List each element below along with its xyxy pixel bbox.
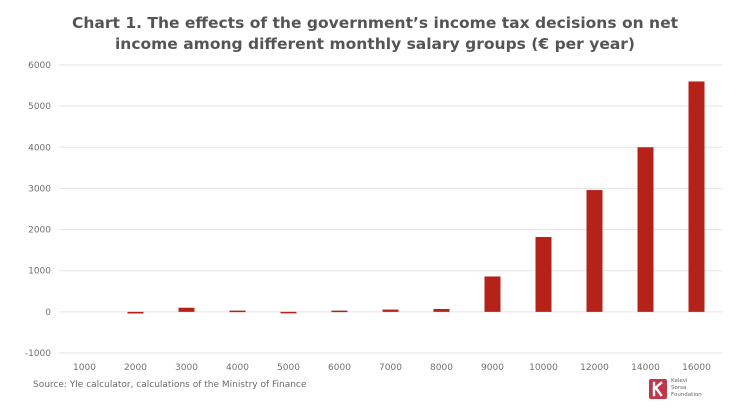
bar-9000 <box>484 276 501 312</box>
x-tick-label: 2000 <box>124 363 147 373</box>
x-tick-label: 10000 <box>529 363 558 373</box>
x-tick-label: 8000 <box>430 363 453 373</box>
x-tick-label: 6000 <box>328 363 351 373</box>
y-tick-label: 1000 <box>28 267 51 277</box>
bar-5000 <box>280 311 297 314</box>
x-tick-label: 1000 <box>73 363 96 373</box>
logo-text: Kalevi Sorsa Foundation <box>671 378 702 399</box>
x-tick-label: 16000 <box>682 363 711 373</box>
bar-8000 <box>433 308 450 312</box>
y-tick-label: 6000 <box>28 61 51 71</box>
x-tick-label: 9000 <box>481 363 504 373</box>
x-tick-label: 4000 <box>226 363 249 373</box>
logo-line: Sorsa <box>671 385 687 391</box>
y-tick-label: -1000 <box>25 349 51 359</box>
bar-16000 <box>688 81 705 312</box>
logo-line: Kalevi <box>671 378 688 384</box>
source-note: Source: Yle calculator, calculations of … <box>33 380 307 390</box>
y-tick-label: 2000 <box>28 226 51 236</box>
x-tick-label: 5000 <box>277 363 300 373</box>
bar-7000 <box>382 309 399 312</box>
sorsa-foundation-logo-icon <box>649 379 667 399</box>
bar-3000 <box>178 307 195 312</box>
x-tick-label: 12000 <box>580 363 609 373</box>
bar-2000 <box>127 311 144 314</box>
foundation-logo: Kalevi Sorsa Foundation <box>649 377 729 407</box>
x-tick-label: 7000 <box>379 363 402 373</box>
logo-line: Foundation <box>671 392 702 398</box>
y-tick-label: 0 <box>45 308 51 318</box>
bar-10000 <box>535 236 552 312</box>
chart-title-line-1: Chart 1. The effects of the government’s… <box>72 14 678 32</box>
bar-12000 <box>586 190 603 312</box>
chart-title: Chart 1. The effects of the government’s… <box>0 13 750 55</box>
x-tick-label: 3000 <box>175 363 198 373</box>
bar-14000 <box>637 147 654 312</box>
y-tick-label: 3000 <box>28 184 51 194</box>
bar-6000 <box>331 310 348 313</box>
y-tick-label: 5000 <box>28 102 51 112</box>
chart-title-line-2: income among different monthly salary gr… <box>114 35 636 53</box>
y-tick-label: 4000 <box>28 143 51 153</box>
x-tick-label: 14000 <box>631 363 660 373</box>
bar-4000 <box>229 310 246 313</box>
